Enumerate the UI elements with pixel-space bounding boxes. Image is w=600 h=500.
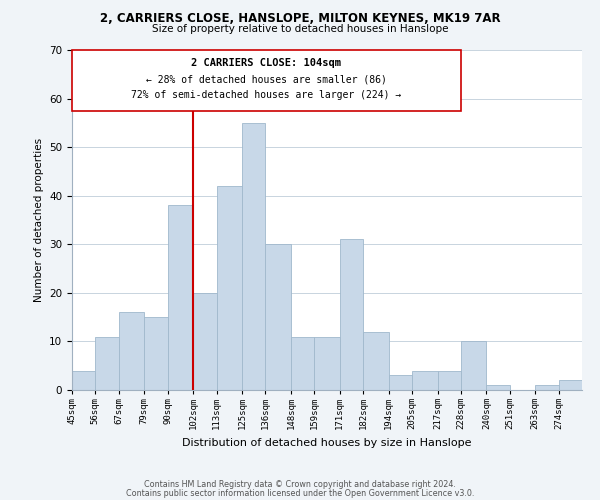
Bar [119,312,144,390]
Bar [193,293,217,390]
Text: 2 CARRIERS CLOSE: 104sqm: 2 CARRIERS CLOSE: 104sqm [191,58,341,68]
Bar [559,380,582,390]
FancyBboxPatch shape [72,50,461,110]
Text: 2, CARRIERS CLOSE, HANSLOPE, MILTON KEYNES, MK19 7AR: 2, CARRIERS CLOSE, HANSLOPE, MILTON KEYN… [100,12,500,26]
Bar [389,376,412,390]
Bar [340,240,363,390]
Bar [265,244,291,390]
Bar [72,370,95,390]
Bar [461,342,487,390]
Text: ← 28% of detached houses are smaller (86): ← 28% of detached houses are smaller (86… [146,74,387,84]
X-axis label: Distribution of detached houses by size in Hanslope: Distribution of detached houses by size … [182,438,472,448]
Y-axis label: Number of detached properties: Number of detached properties [34,138,44,302]
Bar [535,385,559,390]
Bar [242,123,265,390]
Text: Contains public sector information licensed under the Open Government Licence v3: Contains public sector information licen… [126,488,474,498]
Bar [291,336,314,390]
Bar [412,370,437,390]
Bar [167,206,193,390]
Bar [95,336,119,390]
Text: 72% of semi-detached houses are larger (224) →: 72% of semi-detached houses are larger (… [131,90,401,100]
Text: Size of property relative to detached houses in Hanslope: Size of property relative to detached ho… [152,24,448,34]
Bar [363,332,389,390]
Bar [487,385,510,390]
Text: Contains HM Land Registry data © Crown copyright and database right 2024.: Contains HM Land Registry data © Crown c… [144,480,456,489]
Bar [217,186,242,390]
Bar [144,317,167,390]
Bar [314,336,340,390]
Bar [437,370,461,390]
